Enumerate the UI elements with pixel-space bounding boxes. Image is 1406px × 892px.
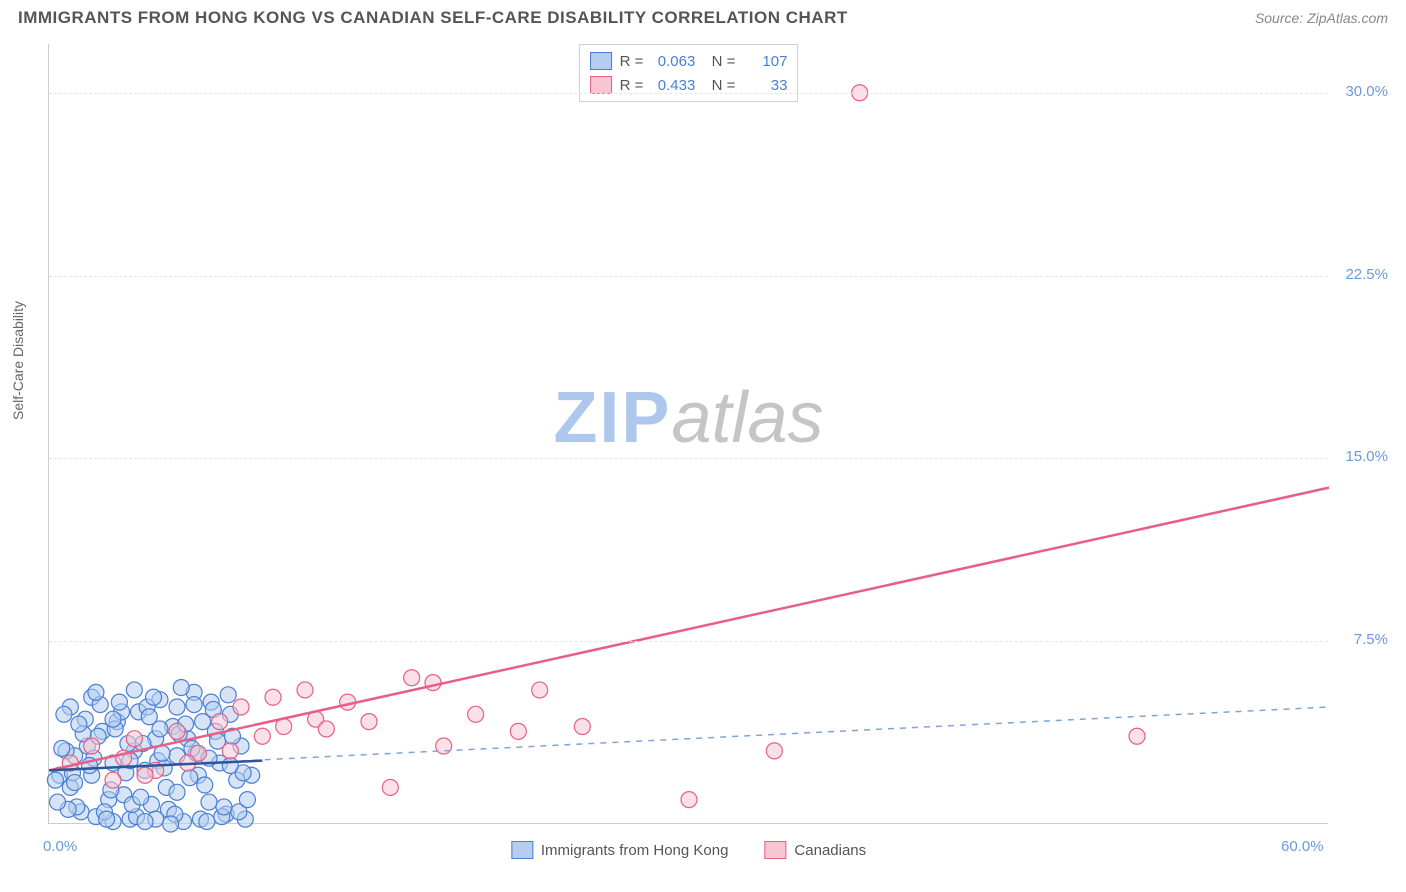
data-point [126, 731, 142, 747]
legend-swatch-hk [590, 52, 612, 70]
data-point [56, 706, 72, 722]
data-point [133, 789, 149, 805]
data-point [99, 811, 115, 827]
data-point [510, 723, 526, 739]
grid-line [49, 276, 1328, 277]
legend-label: Canadians [794, 842, 866, 859]
data-point [239, 792, 255, 808]
data-point [137, 814, 153, 830]
data-point [186, 697, 202, 713]
legend-stat-row: R = 0.063 N = 107 [590, 49, 788, 73]
data-point [105, 711, 121, 727]
data-point [382, 779, 398, 795]
stat-n-value: 107 [743, 53, 787, 70]
grid-line [49, 93, 1328, 94]
stat-n-label: N = [703, 77, 735, 94]
chart-title: IMMIGRANTS FROM HONG KONG VS CANADIAN SE… [18, 8, 848, 28]
data-point [88, 684, 104, 700]
data-point [216, 799, 232, 815]
data-point [173, 680, 189, 696]
scatter-svg [49, 44, 1328, 823]
grid-line [49, 458, 1328, 459]
x-tick-label: 0.0% [43, 838, 77, 855]
stat-r-label: R = [620, 77, 644, 94]
data-point [361, 714, 377, 730]
data-point [182, 770, 198, 786]
chart-header: IMMIGRANTS FROM HONG KONG VS CANADIAN SE… [0, 0, 1406, 34]
y-tick-label: 22.5% [1345, 266, 1388, 283]
data-point [265, 689, 281, 705]
data-point [54, 740, 70, 756]
stat-n-value: 33 [743, 77, 787, 94]
data-point [1129, 728, 1145, 744]
data-point [84, 738, 100, 754]
data-point [152, 721, 168, 737]
legend-swatch-can [764, 841, 786, 859]
data-point [137, 767, 153, 783]
data-point [146, 689, 162, 705]
y-tick-label: 30.0% [1345, 83, 1388, 100]
data-point [468, 706, 484, 722]
data-point [254, 728, 270, 744]
chart-source: Source: ZipAtlas.com [1255, 10, 1388, 26]
data-point [199, 814, 215, 830]
data-point [297, 682, 313, 698]
data-point [404, 670, 420, 686]
data-point [318, 721, 334, 737]
data-point [111, 694, 127, 710]
data-point [126, 682, 142, 698]
data-point [233, 699, 249, 715]
data-point [574, 719, 590, 735]
data-point [50, 794, 66, 810]
data-point [681, 792, 697, 808]
data-point [105, 772, 121, 788]
data-point [67, 775, 83, 791]
data-point [169, 723, 185, 739]
data-point [169, 699, 185, 715]
grid-line [49, 641, 1328, 642]
data-point [47, 772, 63, 788]
data-point [532, 682, 548, 698]
plot-area: ZIPatlas R = 0.063 N = 107 R = 0.433 N =… [48, 44, 1328, 824]
data-point [163, 816, 179, 832]
data-point [212, 714, 228, 730]
stat-r-value: 0.433 [651, 77, 695, 94]
data-point [222, 743, 238, 759]
data-point [220, 687, 236, 703]
legend-swatch-hk [511, 841, 533, 859]
data-point [201, 794, 217, 810]
data-point [222, 758, 238, 774]
legend-item-can: Canadians [764, 841, 866, 859]
y-tick-label: 7.5% [1354, 631, 1388, 648]
data-point [71, 716, 87, 732]
y-tick-label: 15.0% [1345, 448, 1388, 465]
legend-series: Immigrants from Hong Kong Canadians [511, 841, 866, 859]
data-point [169, 784, 185, 800]
legend-swatch-can [590, 76, 612, 94]
legend-item-hk: Immigrants from Hong Kong [511, 841, 729, 859]
stat-n-label: N = [703, 53, 735, 70]
stat-r-label: R = [620, 53, 644, 70]
legend-label: Immigrants from Hong Kong [541, 842, 729, 859]
data-point [425, 675, 441, 691]
y-axis-label: Self-Care Disability [10, 301, 26, 420]
data-point [766, 743, 782, 759]
stat-r-value: 0.063 [651, 53, 695, 70]
data-point [197, 777, 213, 793]
x-tick-label: 60.0% [1281, 838, 1324, 855]
